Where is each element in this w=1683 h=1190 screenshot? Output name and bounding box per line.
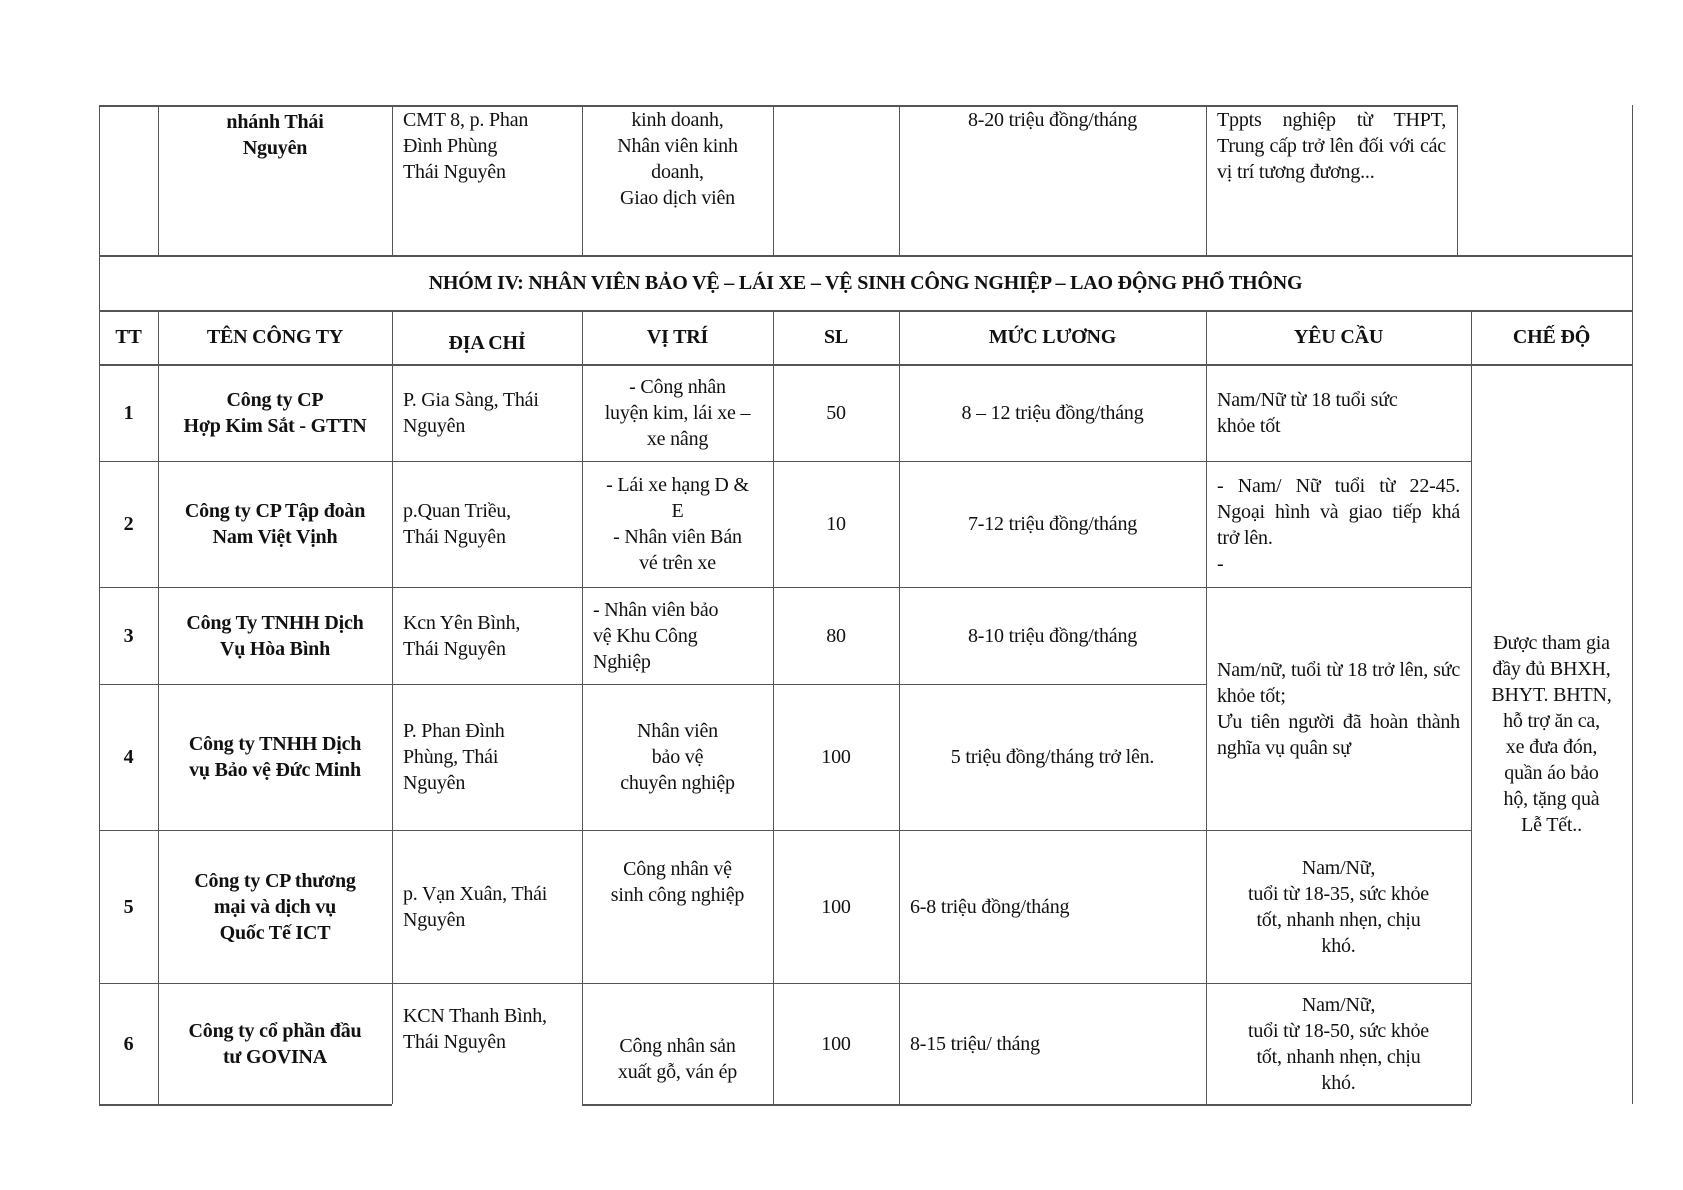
header-quantity: SL	[823, 326, 849, 348]
requirement-shared: Nam/nữ, tuổi từ 18 trở lên, sức khỏe tốt…	[1217, 658, 1460, 759]
table-border	[899, 310, 900, 1104]
position: Công nhân sản xuất gỗ, ván ép	[617, 1035, 738, 1083]
table-border	[1457, 105, 1458, 255]
table-border	[99, 364, 1632, 366]
company-name: Công ty TNHH Dịch vụ Bảo vệ Đức Minh	[188, 733, 362, 781]
table-border	[392, 105, 393, 255]
header-benefits: CHẾ ĐỘ	[1512, 326, 1591, 348]
header-address: ĐỊA CHỈ	[448, 332, 526, 354]
table-border	[99, 255, 1632, 257]
requirement: Nam/Nữ, tuổi từ 18-35, sức khỏe tốt, nha…	[1248, 856, 1429, 957]
quantity: 100	[821, 1032, 851, 1055]
position: Nhân viên bảo vệ chuyên nghiệp	[620, 720, 735, 794]
group-title: NHÓM IV: NHÂN VIÊN BẢO VỆ – LÁI XE – VỆ …	[428, 271, 1303, 294]
requirement: Tppts nghiệp từ THPT, Trung cấp trở lên …	[1217, 109, 1446, 183]
address: p.Quan Triều, Thái Nguyên	[403, 500, 511, 548]
row-number: 4	[123, 746, 134, 768]
company-name: nhánh Thái Nguyên	[226, 111, 324, 159]
table-border	[99, 587, 1471, 588]
quantity: 100	[821, 895, 851, 918]
row-number: 2	[123, 513, 134, 535]
address: p. Vạn Xuân, Thái Nguyên	[403, 882, 548, 931]
table-border	[582, 105, 583, 255]
company-name: Công ty CP thương mại và dịch vụ Quốc Tế…	[194, 869, 356, 944]
quantity: 100	[821, 746, 851, 768]
table-border	[99, 461, 1471, 462]
benefits: Được tham gia đầy đủ BHXH, BHYT. BHTN, h…	[1491, 632, 1612, 836]
table-border	[99, 105, 1457, 107]
salary: 5 triệu đồng/tháng trở lên.	[950, 746, 1155, 768]
quantity	[773, 105, 899, 255]
table-border	[99, 310, 100, 1104]
header-tt: TT	[115, 326, 142, 348]
table-border	[99, 830, 1471, 831]
company-name: Công ty cổ phần đầu tư GOVINA	[188, 1019, 362, 1068]
table-border	[582, 310, 583, 1104]
table-border	[773, 310, 774, 1104]
table-border	[1206, 105, 1207, 255]
table-border	[1632, 105, 1633, 255]
company-name: Công ty CP Tập đoàn Nam Việt Vịnh	[184, 500, 366, 548]
row-number: 6	[123, 1032, 134, 1055]
table-border	[1471, 310, 1472, 1104]
table-border	[99, 255, 100, 310]
address: CMT 8, p. Phan Đình Phùng Thái Nguyên	[403, 109, 529, 183]
table-border	[1632, 255, 1633, 310]
salary: 6-8 triệu đồng/tháng	[910, 895, 1070, 918]
table-border	[158, 105, 159, 255]
table-border	[773, 105, 774, 255]
address: Kcn Yên Bình, Thái Nguyên	[403, 611, 521, 660]
row-number: 5	[123, 895, 134, 918]
position: kinh doanh, Nhân viên kinh doanh, Giao d…	[617, 109, 738, 209]
table-border	[1632, 310, 1633, 1104]
address: KCN Thanh Bình, Thái Nguyên	[403, 1005, 547, 1053]
position: - Nhân viên bảo vệ Khu Công Nghiệp	[593, 598, 719, 673]
salary: 8 – 12 triệu đồng/tháng	[961, 401, 1144, 424]
salary: 8-20 triệu đồng/tháng	[967, 109, 1138, 131]
address: P. Gia Sàng, Thái Nguyên	[403, 388, 539, 437]
company-name: Công ty CP Hợp Kim Sắt - GTTN	[183, 388, 367, 437]
header-position: VỊ TRÍ	[646, 326, 709, 348]
table-border	[1206, 310, 1207, 1104]
row-number: 3	[123, 624, 134, 647]
header-company: TÊN CÔNG TY	[206, 326, 344, 348]
table-border	[158, 310, 159, 1104]
quantity: 10	[826, 513, 846, 535]
table-border	[99, 684, 1206, 685]
address: P. Phan Đình Phùng, Thái Nguyên	[403, 720, 505, 794]
requirement: Nam/Nữ, tuổi từ 18-50, sức khỏe tốt, nha…	[1248, 993, 1429, 1094]
header-salary: MỨC LƯƠNG	[988, 326, 1117, 348]
position: Công nhân vệ sinh công nghiệp	[610, 858, 745, 906]
quantity: 80	[826, 624, 846, 647]
requirement: Nam/Nữ từ 18 tuổi sức khỏe tốt	[1217, 388, 1398, 437]
quantity: 50	[826, 401, 846, 424]
position: - Công nhân luyện kim, lái xe – xe nâng	[604, 375, 751, 450]
table-border	[899, 105, 900, 255]
table-border	[99, 1104, 392, 1106]
table-border	[99, 310, 1632, 312]
header-requirement: YÊU CẦU	[1293, 326, 1384, 348]
table-border	[582, 1104, 1471, 1106]
row-number: 1	[123, 401, 134, 424]
requirement: - Nam/ Nữ tuổi từ 22-45. Ngoại hình và g…	[1217, 475, 1460, 575]
company-name: Công Ty TNHH Dịch Vụ Hòa Bình	[186, 611, 364, 660]
table-border	[99, 983, 1471, 984]
table-border	[99, 105, 100, 255]
salary: 8-10 triệu đồng/tháng	[967, 624, 1138, 647]
table-border	[392, 310, 393, 1104]
salary: 7-12 triệu đồng/tháng	[967, 513, 1138, 535]
position: - Lái xe hạng D & E - Nhân viên Bán vé t…	[606, 474, 749, 574]
salary: 8-15 triệu/ tháng	[910, 1032, 1040, 1055]
